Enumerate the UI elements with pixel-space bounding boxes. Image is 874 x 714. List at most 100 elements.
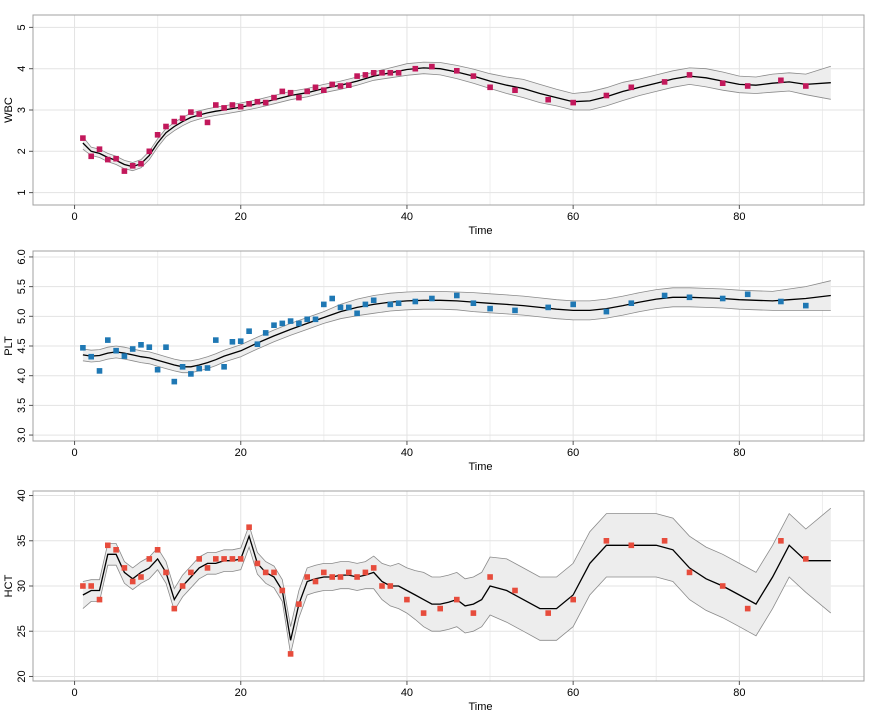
data-point bbox=[420, 610, 427, 616]
confidence-band bbox=[82, 62, 831, 171]
y-tick-label: 40 bbox=[16, 489, 28, 501]
data-point bbox=[329, 295, 335, 302]
data-point bbox=[387, 70, 394, 76]
data-point bbox=[296, 94, 302, 101]
data-point bbox=[88, 353, 94, 360]
data-point bbox=[686, 294, 693, 301]
y-axis-title: PLT bbox=[3, 336, 15, 356]
data-point bbox=[370, 297, 377, 304]
fitted-line bbox=[82, 294, 831, 368]
data-point bbox=[329, 574, 335, 580]
data-point bbox=[719, 80, 726, 86]
data-point bbox=[129, 578, 136, 585]
data-point bbox=[778, 77, 784, 84]
data-point bbox=[337, 304, 344, 311]
data-point bbox=[570, 301, 576, 308]
data-point bbox=[570, 99, 576, 106]
data-point bbox=[412, 65, 419, 72]
data-point bbox=[188, 569, 194, 576]
panel-hct: 0 20 40 60 80 20 25 30 35 40 Time HCT bbox=[3, 489, 865, 713]
data-point bbox=[121, 353, 128, 359]
data-point bbox=[487, 305, 493, 312]
data-point bbox=[470, 610, 477, 616]
data-point bbox=[379, 70, 385, 76]
x-tick-label: 20 bbox=[235, 687, 247, 699]
data-point bbox=[246, 524, 252, 530]
x-tick-label: 80 bbox=[733, 447, 745, 459]
data-point bbox=[803, 302, 809, 309]
data-point bbox=[237, 556, 244, 562]
x-tick-label: 60 bbox=[567, 687, 579, 699]
data-point bbox=[337, 574, 344, 580]
data-points bbox=[80, 524, 809, 657]
data-point bbox=[279, 587, 286, 594]
band-lower-edge bbox=[82, 73, 831, 172]
data-point bbox=[262, 99, 269, 106]
x-tick-label: 40 bbox=[401, 447, 413, 459]
data-point bbox=[628, 84, 635, 91]
data-point bbox=[262, 569, 269, 576]
data-point bbox=[163, 569, 169, 576]
data-point bbox=[628, 300, 635, 306]
data-point bbox=[470, 300, 477, 306]
data-point bbox=[570, 596, 576, 603]
data-point bbox=[262, 330, 269, 336]
data-point bbox=[454, 596, 460, 603]
data-point bbox=[213, 337, 219, 343]
data-point bbox=[213, 102, 219, 108]
x-tick-label: 20 bbox=[235, 447, 247, 459]
data-point bbox=[312, 578, 319, 585]
data-point bbox=[321, 301, 327, 308]
data-point bbox=[154, 547, 161, 553]
data-point bbox=[346, 82, 352, 88]
data-point bbox=[171, 605, 178, 612]
y-tick-label: 3.0 bbox=[16, 427, 28, 442]
data-point bbox=[196, 365, 202, 372]
data-point bbox=[213, 556, 219, 562]
x-axis-title: Time bbox=[468, 461, 492, 473]
data-point bbox=[362, 569, 369, 576]
y-tick-label: 1 bbox=[16, 190, 28, 196]
data-point bbox=[146, 344, 153, 350]
data-point bbox=[221, 105, 227, 111]
data-point bbox=[719, 295, 726, 302]
data-point bbox=[545, 610, 551, 616]
data-point bbox=[744, 83, 751, 89]
data-point bbox=[803, 556, 809, 562]
y-tick-label: 4.0 bbox=[16, 368, 28, 383]
data-point bbox=[545, 96, 551, 103]
data-point bbox=[221, 364, 227, 370]
data-point bbox=[304, 316, 310, 323]
data-point bbox=[204, 119, 211, 126]
data-point bbox=[296, 320, 302, 327]
data-point bbox=[346, 304, 352, 311]
data-point bbox=[179, 364, 186, 370]
y-tick-label: 25 bbox=[16, 625, 28, 637]
data-point bbox=[88, 583, 94, 589]
data-point bbox=[188, 109, 194, 115]
data-point bbox=[387, 583, 394, 589]
y-tick-label: 35 bbox=[16, 535, 28, 547]
y-tick-label: 30 bbox=[16, 580, 28, 592]
data-point bbox=[113, 155, 119, 162]
data-point bbox=[354, 73, 360, 79]
data-point bbox=[221, 556, 227, 562]
x-tick-label: 0 bbox=[71, 687, 77, 699]
data-point bbox=[379, 583, 385, 589]
data-point bbox=[744, 605, 751, 612]
y-tick-label: 4.5 bbox=[16, 338, 28, 353]
data-point bbox=[404, 596, 410, 603]
confidence-band bbox=[82, 508, 831, 654]
data-point bbox=[105, 542, 111, 549]
data-point bbox=[129, 163, 136, 169]
data-point bbox=[154, 366, 161, 373]
data-point bbox=[254, 560, 261, 567]
data-point bbox=[138, 574, 144, 580]
y-tick-label: 5.5 bbox=[16, 279, 28, 294]
x-tick-label: 40 bbox=[401, 687, 413, 699]
x-axis-title: Time bbox=[468, 225, 492, 237]
x-tick-label: 20 bbox=[235, 211, 247, 223]
data-point bbox=[196, 556, 202, 562]
y-tick-label: 5 bbox=[16, 24, 28, 30]
